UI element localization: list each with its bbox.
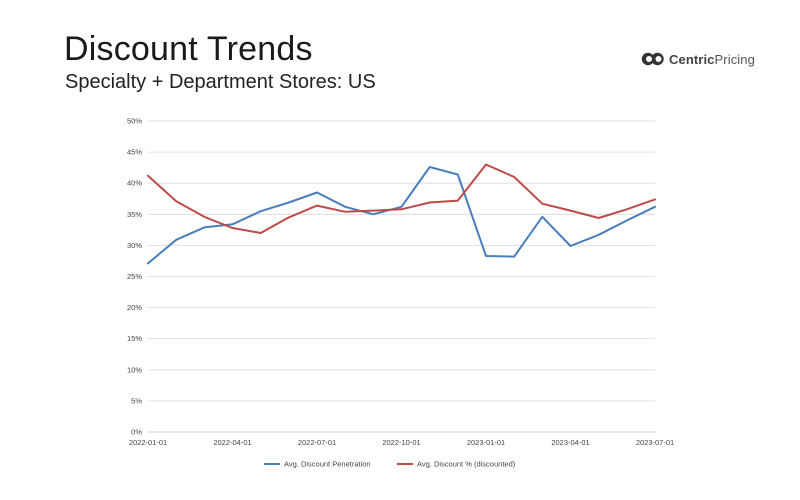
- brand-name: CentricPricing: [669, 52, 755, 67]
- y-tick-label: 50%: [127, 117, 142, 126]
- x-tick-label: 2023-01-01: [467, 438, 505, 447]
- chart-title: Discount Trends: [64, 30, 313, 68]
- y-tick-label: 40%: [127, 179, 142, 188]
- brand-name-part2: Pricing: [714, 51, 755, 67]
- x-axis-tick-labels: 2022-01-01 2022-04-01 2022-07-01 2022-10-01…: [129, 438, 674, 447]
- chart-subtitle: Specialty + Department Stores: US: [65, 71, 376, 93]
- x-tick-label: 2023-04-01: [551, 438, 589, 447]
- y-tick-label: 30%: [127, 241, 142, 250]
- x-tick-label: 2022-04-01: [213, 438, 251, 447]
- brand-name-part1: Centric: [669, 51, 715, 67]
- series-lines: [147, 163, 656, 265]
- y-tick-label: 5%: [131, 396, 142, 405]
- series-line-2: [147, 163, 656, 234]
- legend: Avg. Discount Penetration Avg. Discount %…: [264, 460, 516, 469]
- legend-label: Avg. Discount % (discounted): [417, 460, 516, 469]
- y-tick-label: 20%: [127, 303, 142, 312]
- y-tick-label: 45%: [127, 148, 142, 157]
- y-tick-label: 0%: [131, 428, 142, 437]
- x-tick-label: 2023-07-01: [636, 438, 674, 447]
- y-tick-label: 25%: [127, 272, 142, 281]
- series-line-1: [147, 166, 656, 265]
- gridlines: [148, 120, 655, 433]
- brand-logo: CentricPricing: [641, 50, 755, 68]
- x-tick-label: 2022-01-01: [129, 438, 167, 447]
- y-tick-label: 35%: [127, 210, 142, 219]
- legend-label: Avg. Discount Penetration: [284, 460, 371, 469]
- y-tick-label: 15%: [127, 334, 142, 343]
- y-axis-tick-labels: 0% 5% 10% 15% 20% 25% 30% 35% 40% 45% 50%: [127, 117, 142, 437]
- centricpricing-logo-icon: [641, 52, 664, 66]
- y-tick-label: 10%: [127, 365, 142, 374]
- x-tick-label: 2022-10-01: [382, 438, 420, 447]
- x-tick-label: 2022-07-01: [298, 438, 336, 447]
